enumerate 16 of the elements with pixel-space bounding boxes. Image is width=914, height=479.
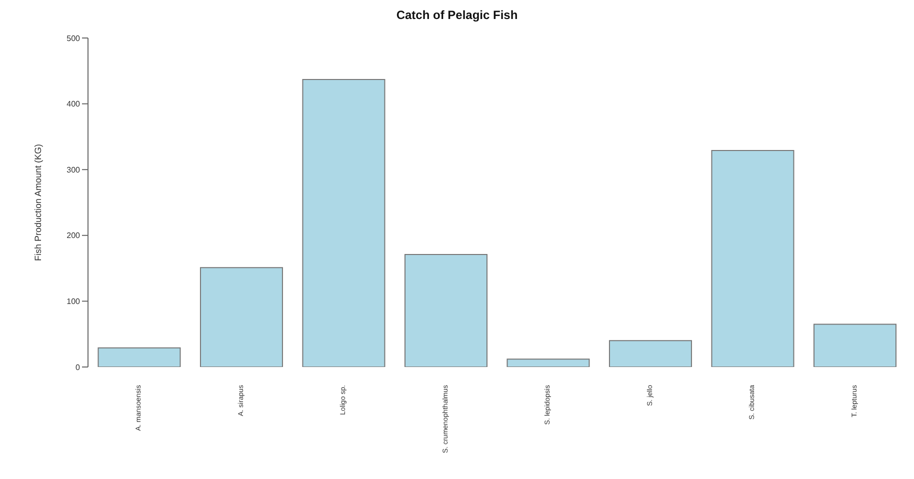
bar — [404, 254, 488, 367]
y-tick-label: 400 — [66, 100, 81, 109]
y-tick-label: 500 — [66, 34, 81, 43]
bar — [813, 324, 896, 367]
chart-title: Catch of Pelagic Fish — [395, 8, 519, 22]
y-tick-label: 0 — [76, 362, 81, 372]
y-axis-title: Fish Production Amount (KG) — [33, 144, 44, 262]
y-tick-label: 300 — [66, 165, 81, 174]
bar — [608, 340, 692, 367]
bar — [98, 347, 181, 367]
bar — [200, 267, 283, 367]
y-tick-label: 200 — [66, 231, 81, 240]
bar — [506, 358, 590, 367]
y-tick-label: 100 — [66, 297, 81, 306]
bar — [711, 150, 794, 367]
bar — [302, 78, 386, 367]
